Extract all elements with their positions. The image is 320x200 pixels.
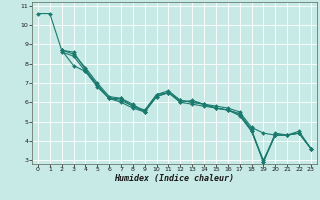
X-axis label: Humidex (Indice chaleur): Humidex (Indice chaleur)	[115, 174, 234, 183]
